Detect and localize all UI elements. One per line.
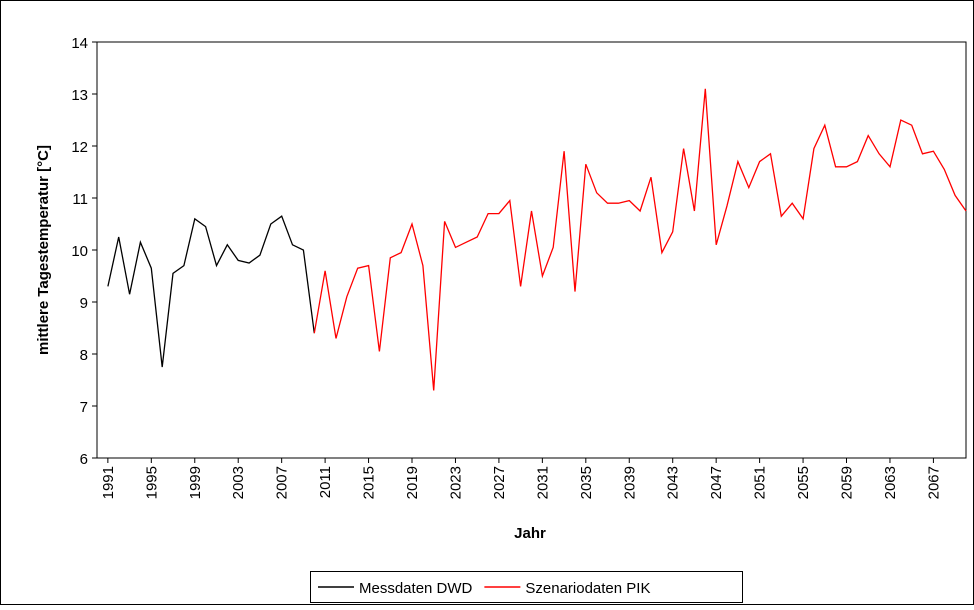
x-tick-label: 2063 bbox=[882, 466, 899, 499]
x-tick-label: 2043 bbox=[665, 466, 682, 499]
x-tick-label: 2035 bbox=[578, 466, 595, 499]
x-tick-label: 2055 bbox=[795, 466, 812, 499]
x-tick-label: 2003 bbox=[230, 466, 247, 499]
y-tick-label: 10 bbox=[71, 243, 88, 260]
y-tick-label: 9 bbox=[80, 295, 88, 312]
x-axis-label: Jahr bbox=[514, 525, 546, 542]
x-tick-label: 1991 bbox=[100, 466, 117, 499]
x-tick-label: 2007 bbox=[274, 466, 291, 499]
legend: Messdaten DWD Szenariodaten PIK bbox=[310, 571, 743, 603]
x-tick-label: 2047 bbox=[708, 466, 725, 499]
legend-label: Messdaten DWD bbox=[359, 580, 473, 597]
line-series bbox=[313, 88, 967, 391]
y-tick-label: 6 bbox=[80, 451, 88, 468]
y-tick-label: 14 bbox=[71, 35, 88, 52]
legend-label: Szenariodaten PIK bbox=[525, 580, 650, 597]
x-tick-label: 2031 bbox=[534, 466, 551, 499]
x-tick-label: 2039 bbox=[621, 466, 638, 499]
y-tick-label: 12 bbox=[71, 139, 88, 156]
y-tick-label: 7 bbox=[80, 399, 88, 416]
y-tick-label: 8 bbox=[80, 347, 88, 364]
x-tick-label: 2051 bbox=[752, 466, 769, 499]
x-tick-label: 2015 bbox=[361, 466, 378, 499]
legend-box bbox=[310, 571, 743, 603]
x-tick-label: 2059 bbox=[839, 466, 856, 499]
y-tick-label: 13 bbox=[71, 87, 88, 104]
x-tick-label: 1999 bbox=[187, 466, 204, 499]
x-tick-label: 1995 bbox=[143, 466, 160, 499]
y-tick-label: 11 bbox=[72, 191, 88, 208]
line-series bbox=[107, 215, 315, 368]
x-tick-label: 2027 bbox=[491, 466, 508, 499]
x-tick-label: 2023 bbox=[447, 466, 464, 499]
y-axis-label: mittlere Tagestemperatur [°C] bbox=[35, 145, 52, 355]
x-tick-label: 2067 bbox=[925, 466, 942, 499]
x-tick-label: 2019 bbox=[404, 466, 421, 499]
x-tick-label: 2011 bbox=[317, 466, 334, 498]
